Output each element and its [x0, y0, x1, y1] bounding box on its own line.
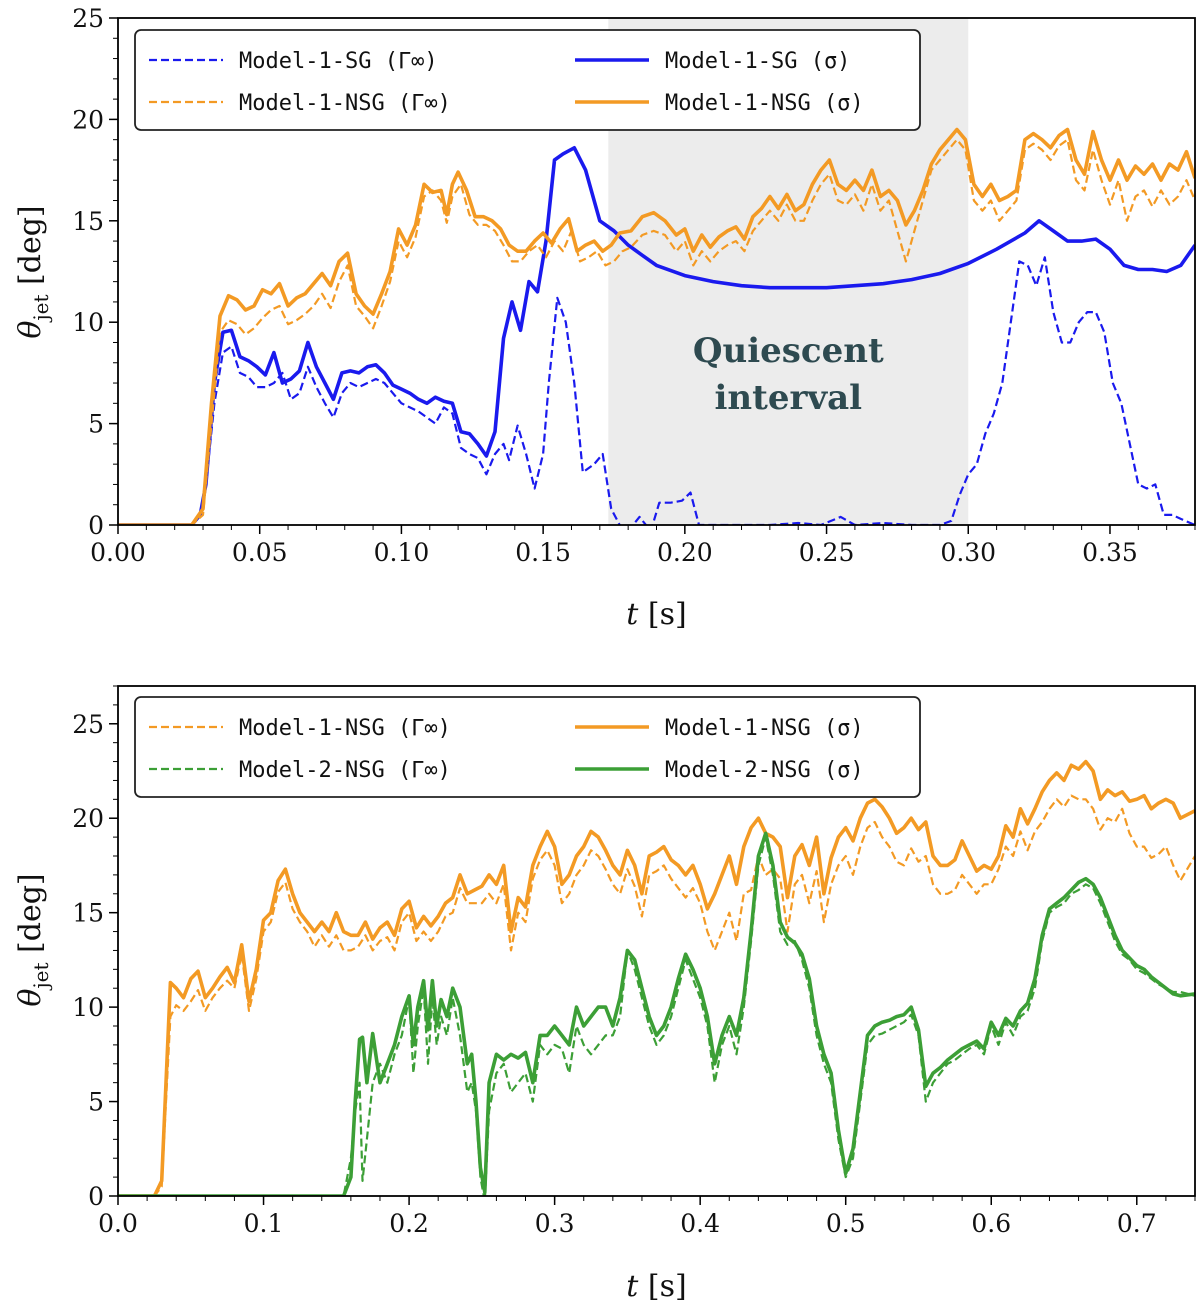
legend-entry-label: Model-1-SG (Γ∞) — [239, 49, 438, 74]
x-axis-label: t [s] — [626, 1269, 686, 1304]
x-tick-label: 0.25 — [799, 538, 855, 567]
y-tick-label: 5 — [88, 1088, 104, 1117]
y-tick-label: 25 — [72, 4, 104, 33]
x-tick-label: 0.0 — [98, 1209, 138, 1238]
legend-box — [134, 696, 921, 798]
x-tick-label: 0.30 — [940, 538, 996, 567]
legend-box — [134, 29, 921, 131]
x-tick-label: 0.10 — [374, 538, 430, 567]
series-line-nsg1-solid — [118, 759, 1195, 1196]
annotation-line1: Quiescent — [693, 331, 884, 371]
y-tick-label: 20 — [72, 105, 104, 134]
y-tick-label: 10 — [72, 993, 104, 1022]
series-group — [118, 127, 1195, 525]
bottom-panel: 0.0 0.1 0.2 0.3 0.4 0.5 0.6 0.7 0 5 10 15 20 25 t [s] θ… — [13, 685, 1196, 1304]
annotation-line2: interval — [714, 378, 862, 418]
series-group — [118, 759, 1195, 1196]
x-tick-label: 0.15 — [515, 538, 571, 567]
x-tick-label: 0.5 — [826, 1209, 866, 1238]
series-line-sg-dashed — [118, 256, 1195, 525]
series-line-nsg2-solid — [118, 831, 1195, 1196]
legend-entry-label: Model-1-NSG (σ) — [665, 716, 864, 741]
series-line-nsg1-solid — [118, 127, 1195, 525]
series-line-sg-solid — [118, 146, 1195, 525]
plot-frame — [117, 685, 1196, 1197]
y-tick-label: 0 — [88, 511, 104, 540]
y-tick-label: 5 — [88, 410, 104, 439]
legend-entry-label: Model-1-NSG (Γ∞) — [239, 716, 451, 741]
legend-entry-label: Model-1-NSG (σ) — [665, 91, 864, 116]
plot-frame — [117, 17, 1196, 526]
x-tick-label: 0.1 — [244, 1209, 284, 1238]
x-axis-label: t [s] — [626, 597, 686, 632]
y-tick-label: 10 — [72, 308, 104, 337]
x-tick-label: 0.7 — [1117, 1209, 1157, 1238]
x-tick-label: 0.3 — [535, 1209, 575, 1238]
legend-entry-label: Model-1-SG (σ) — [665, 49, 850, 74]
legend-entry-label: Model-2-NSG (Γ∞) — [239, 758, 451, 783]
x-tick-label: 0.20 — [657, 538, 713, 567]
y-tick-label: 25 — [72, 710, 104, 739]
top-panel: 0.00 0.05 0.10 0.15 0.20 0.25 0.30 0.35 0 5 10 15 20… — [13, 4, 1196, 632]
x-tick-label: 0.6 — [971, 1209, 1011, 1238]
x-tick-label: 0.35 — [1082, 538, 1138, 567]
y-tick-label: 0 — [88, 1182, 104, 1211]
x-tick-label: 0.2 — [389, 1209, 429, 1238]
x-tick-label: 0.4 — [680, 1209, 720, 1238]
legend-entry-label: Model-2-NSG (σ) — [665, 758, 864, 783]
legend-entry-label: Model-1-NSG (Γ∞) — [239, 91, 451, 116]
y-axis-label: θjet [deg] — [13, 873, 53, 1006]
y-tick-label: 15 — [72, 899, 104, 928]
x-tick-label: 0.00 — [90, 538, 146, 567]
x-tick-label: 0.05 — [232, 538, 288, 567]
y-axis-label: θjet [deg] — [13, 205, 53, 338]
series-line-nsg1-dashed — [118, 138, 1195, 525]
legend: Model-1-NSG (Γ∞) Model-1-NSG (σ) Model-2-N… — [134, 696, 921, 798]
y-tick-label: 15 — [72, 207, 104, 236]
legend: Model-1-SG (Γ∞) Model-1-SG (σ) Model-1-NSG… — [134, 29, 921, 131]
series-line-nsg1-dashed — [118, 794, 1195, 1196]
y-tick-label: 20 — [72, 804, 104, 833]
